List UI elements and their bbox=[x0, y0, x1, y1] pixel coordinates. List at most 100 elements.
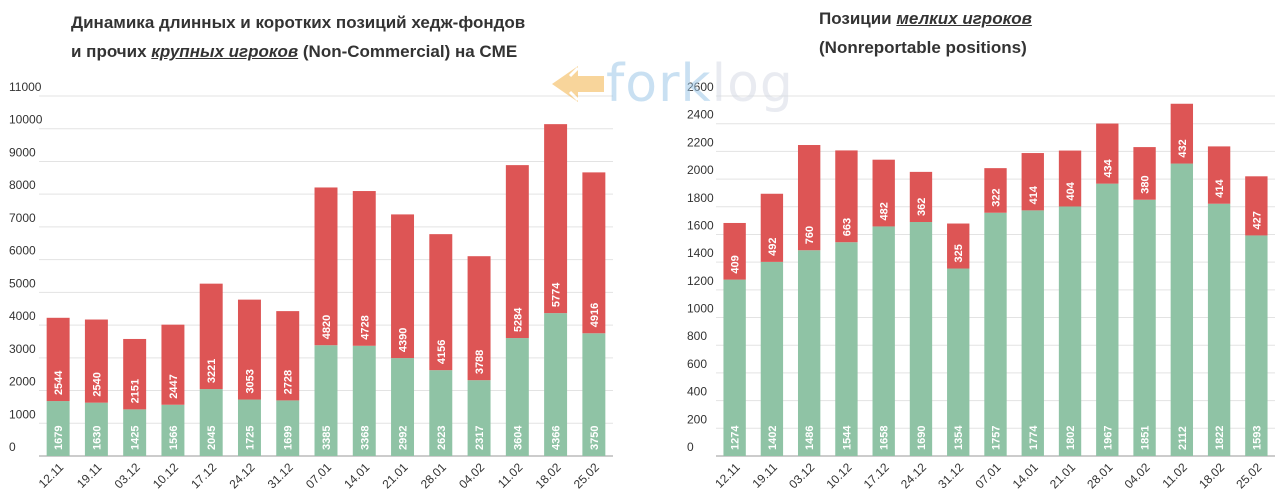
right-data-label-short: 434 bbox=[1102, 158, 1114, 177]
right-x-tick-label: 12.11 bbox=[712, 460, 743, 491]
left-y-tick-label: 10000 bbox=[9, 113, 43, 127]
right-x-tick-label: 14.01 bbox=[1010, 460, 1041, 491]
left-y-tick-label: 8000 bbox=[9, 178, 36, 192]
right-bar-short bbox=[947, 223, 970, 269]
left-title-line2-emphasis: крупных игроков bbox=[151, 42, 299, 61]
left-data-label-short: 3221 bbox=[206, 359, 218, 383]
left-y-tick-label: 6000 bbox=[9, 244, 36, 258]
left-x-tick-label: 19.11 bbox=[74, 460, 105, 491]
left-bar-long bbox=[161, 404, 185, 456]
right-y-tick-label: 2200 bbox=[687, 135, 714, 149]
left-data-label-short: 4156 bbox=[436, 340, 448, 364]
right-x-tick-label: 19.11 bbox=[750, 460, 781, 491]
right-data-label-long: 1822 bbox=[1214, 426, 1226, 450]
right-bar-long bbox=[1207, 203, 1231, 456]
right-data-label-short: 663 bbox=[841, 218, 853, 236]
right-chart: 0 200 400 600 800 1000 1200 1400 1600 1800 2000 220… bbox=[687, 80, 1275, 491]
left-bar-short bbox=[467, 256, 491, 381]
right-bar-short bbox=[797, 145, 821, 251]
left-bar-long bbox=[391, 358, 415, 456]
left-data-label-long: 3385 bbox=[321, 426, 333, 450]
right-bar-long bbox=[1245, 235, 1268, 456]
left-bar-short bbox=[391, 214, 415, 359]
watermark-text-b: log bbox=[711, 54, 794, 114]
right-data-label-long: 1851 bbox=[1140, 426, 1152, 450]
left-data-label-short: 4916 bbox=[589, 303, 601, 327]
right-data-label-short: 404 bbox=[1065, 181, 1077, 200]
left-data-label-long: 3368 bbox=[359, 426, 371, 450]
left-x-tick-label: 10.12 bbox=[150, 460, 181, 491]
right-y-tick-label: 400 bbox=[687, 385, 707, 399]
left-data-label-long: 2992 bbox=[398, 426, 410, 450]
left-title-line2-post: (Non-Commercial) на CME bbox=[298, 42, 518, 61]
left-chart-title: Динамика длинных и коротких позиций хедж… bbox=[71, 8, 525, 66]
left-y-tick-label: 7000 bbox=[9, 211, 36, 225]
right-data-label-long: 2112 bbox=[1177, 426, 1189, 450]
right-bar-long bbox=[1096, 183, 1119, 456]
right-y-tick-label: 600 bbox=[687, 357, 707, 371]
right-x-tick-label: 21.01 bbox=[1047, 460, 1078, 491]
right-bar-long bbox=[760, 261, 784, 456]
left-bar-long bbox=[84, 402, 108, 456]
left-data-label-long: 3604 bbox=[512, 425, 524, 450]
left-bar-short bbox=[276, 311, 300, 401]
right-bar-short bbox=[1170, 103, 1194, 164]
left-bar-long bbox=[276, 400, 300, 456]
right-bar-long bbox=[984, 212, 1007, 456]
left-data-label-short: 4390 bbox=[398, 328, 410, 352]
left-bar-long bbox=[467, 380, 491, 456]
right-y-tick-label: 2000 bbox=[687, 163, 714, 177]
left-data-label-short: 3788 bbox=[474, 350, 486, 374]
left-title-line2: и прочих крупных игроков (Non-Commercial… bbox=[71, 37, 525, 66]
right-data-label-long: 1690 bbox=[916, 426, 928, 450]
left-x-tick-label: 28.01 bbox=[418, 460, 449, 491]
left-x-tick-label: 07.01 bbox=[303, 460, 334, 491]
left-x-tick-label: 31.12 bbox=[265, 460, 296, 491]
left-data-label-long: 2623 bbox=[436, 426, 448, 450]
left-data-label-short: 3053 bbox=[244, 369, 256, 393]
left-bar-long bbox=[352, 345, 376, 456]
right-bar-short bbox=[1207, 146, 1231, 204]
right-title-line2: (Nonreportable positions) bbox=[819, 38, 1027, 57]
right-bar-short bbox=[760, 193, 784, 262]
left-y-tick-label: 0 bbox=[9, 440, 16, 454]
right-x-tick-label: 25.02 bbox=[1233, 460, 1264, 491]
left-chart-panel: 0 1000 2000 3000 4000 5000 6000 7000 8000 9000 100… bbox=[9, 8, 613, 491]
left-data-label-short: 2447 bbox=[168, 374, 180, 398]
left-data-label-long: 4366 bbox=[551, 426, 563, 450]
right-title-line1-pre: Позиции bbox=[819, 9, 897, 28]
right-bar-short bbox=[1096, 123, 1119, 184]
right-y-tick-label: 1200 bbox=[687, 274, 714, 288]
right-bar-short bbox=[1245, 176, 1268, 236]
left-bar-short bbox=[314, 187, 338, 346]
left-bar-short bbox=[46, 317, 70, 402]
left-bar-long bbox=[544, 313, 568, 456]
right-bar-long bbox=[909, 222, 933, 456]
right-bar-short bbox=[1058, 150, 1082, 207]
right-bar-short bbox=[1021, 153, 1044, 211]
left-bar-short bbox=[544, 124, 568, 314]
left-data-label-long: 1699 bbox=[283, 426, 295, 450]
left-data-label-short: 2728 bbox=[283, 370, 295, 394]
right-x-tick-label: 11.02 bbox=[1159, 460, 1190, 491]
left-y-tick-label: 1000 bbox=[9, 407, 36, 421]
left-x-tick-label: 14.01 bbox=[341, 460, 372, 491]
right-data-label-short: 427 bbox=[1251, 211, 1263, 229]
right-bar-long bbox=[723, 279, 746, 456]
right-data-label-long: 1658 bbox=[879, 426, 891, 450]
left-data-label-short: 5284 bbox=[512, 307, 524, 332]
right-bar-short bbox=[835, 150, 858, 243]
right-data-label-long: 1402 bbox=[767, 426, 779, 450]
left-x-tick-label: 24.12 bbox=[226, 460, 257, 491]
left-bar-short bbox=[161, 324, 185, 405]
right-x-tick-label: 10.12 bbox=[823, 460, 854, 491]
left-x-tick-label: 18.02 bbox=[533, 460, 564, 491]
left-data-label-long: 3750 bbox=[589, 426, 601, 450]
right-x-tick-label: 17.12 bbox=[861, 460, 892, 491]
left-y-tick-label: 9000 bbox=[9, 145, 36, 159]
right-y-tick-label: 1000 bbox=[687, 302, 714, 316]
right-data-label-short: 482 bbox=[879, 202, 891, 220]
left-data-label-short: 4820 bbox=[321, 315, 333, 339]
right-data-label-long: 1544 bbox=[841, 425, 853, 450]
right-data-label-long: 1593 bbox=[1251, 426, 1263, 450]
